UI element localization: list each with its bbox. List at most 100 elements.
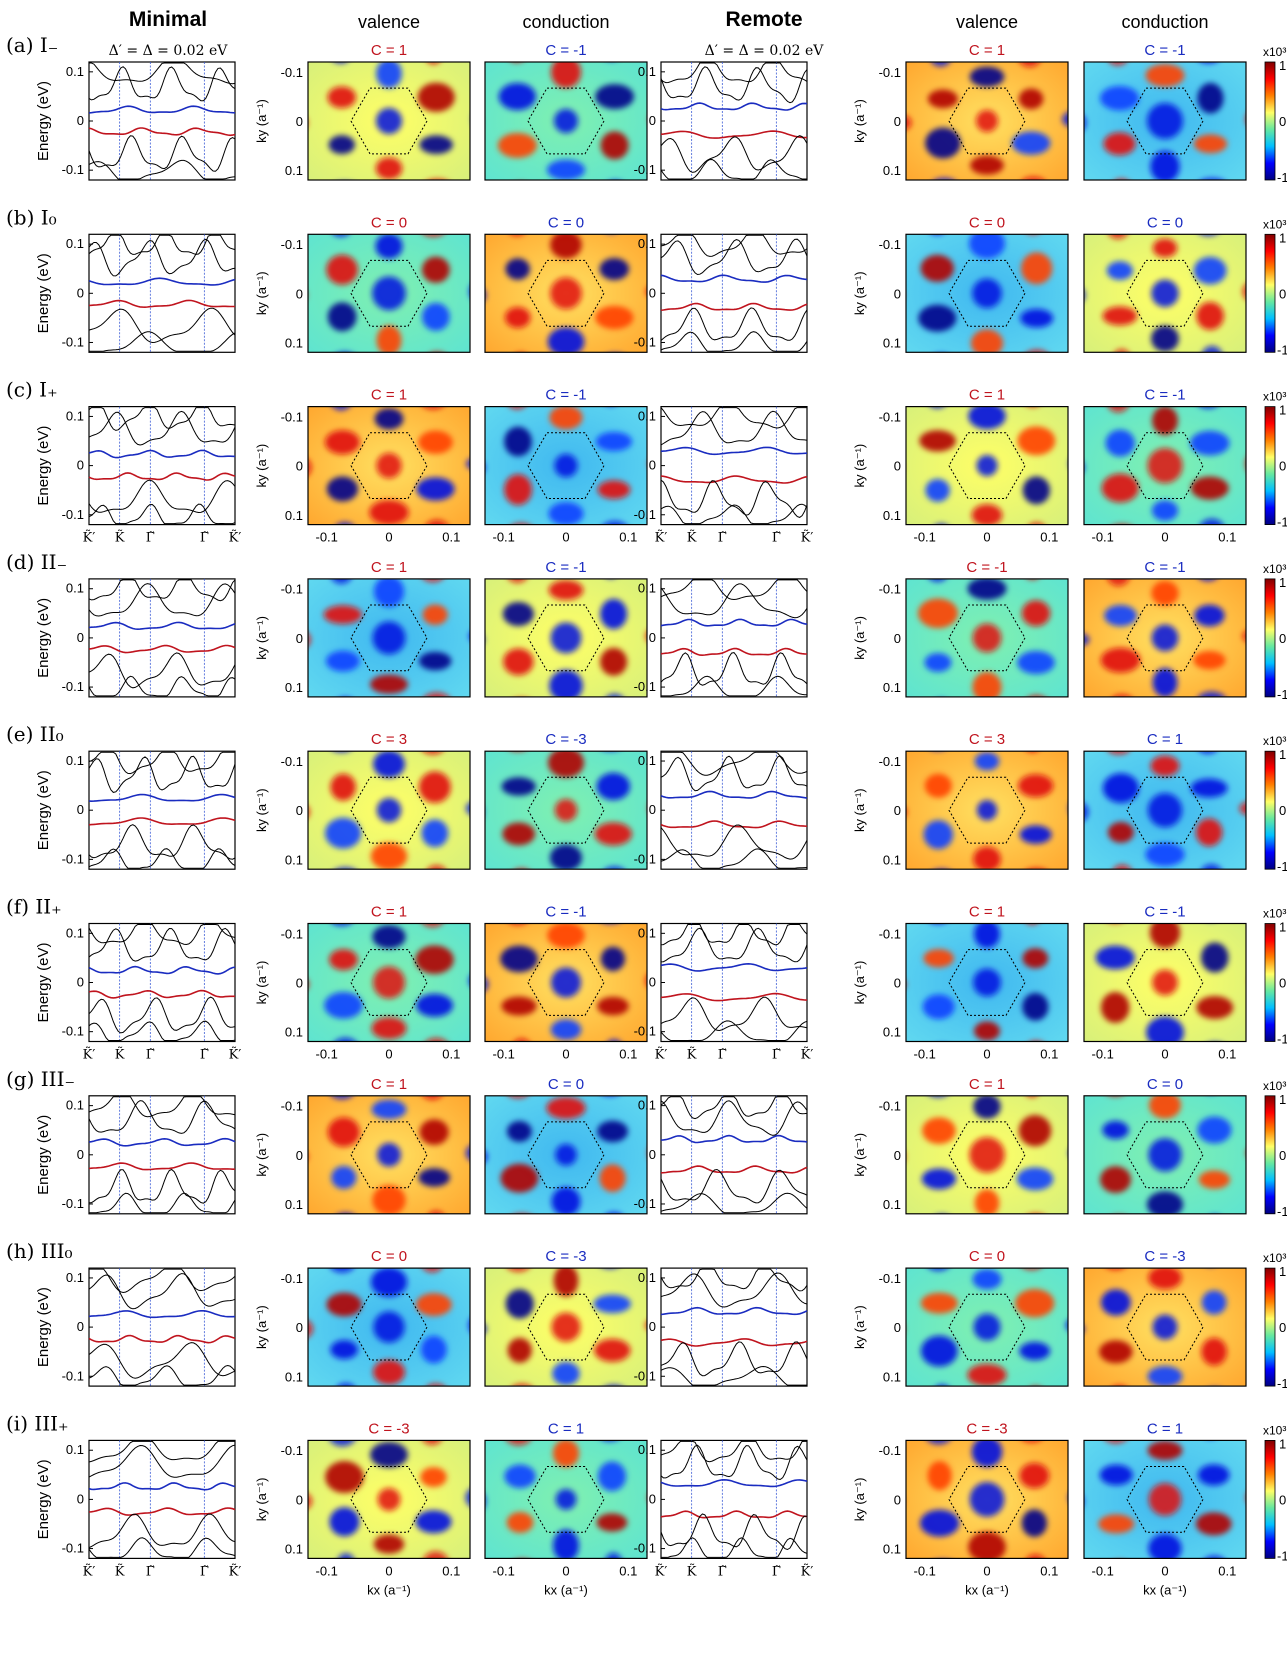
remote-band bbox=[88, 66, 236, 102]
curvature-lobe bbox=[327, 302, 357, 332]
curvature-lobe bbox=[308, 1320, 314, 1338]
conduction-band bbox=[660, 102, 808, 111]
curvature-lobe bbox=[1017, 650, 1055, 675]
curvature-lobe bbox=[1109, 62, 1126, 66]
kx-tick-label: 0.1 bbox=[619, 530, 637, 545]
row-d-energy-label: Energy (eV) bbox=[35, 598, 52, 678]
curvature-center bbox=[976, 800, 998, 821]
energy-tick-label: -0.1 bbox=[62, 507, 84, 522]
colorbar-exponent: x10³ bbox=[1263, 1423, 1286, 1437]
curvature-lobe bbox=[1200, 942, 1229, 973]
chern-number-label: C = 0 bbox=[371, 1248, 407, 1265]
ky-tick-label: -0.1 bbox=[281, 237, 303, 252]
row-g-minimal-conduction-heatmap: C = 0 bbox=[484, 1076, 648, 1215]
curvature-lobe bbox=[420, 1467, 447, 1487]
curvature-center bbox=[376, 797, 402, 823]
curvature-lobe bbox=[553, 1268, 579, 1297]
colorbar-exponent: x10³ bbox=[1263, 1079, 1286, 1093]
curvature-lobe bbox=[308, 1493, 313, 1509]
kx-tick-label: -0.1 bbox=[315, 530, 337, 545]
brillouin-zone-hexagon bbox=[527, 432, 605, 499]
curvature-lobe bbox=[427, 62, 440, 65]
curvature-lobe bbox=[921, 1168, 957, 1190]
remote-band bbox=[88, 583, 236, 617]
energy-tick-label: 0.1 bbox=[66, 64, 84, 79]
ky-tick-label: 0.1 bbox=[883, 508, 901, 523]
curvature-lobe bbox=[415, 1293, 452, 1316]
ky-tick-label: -0.1 bbox=[879, 754, 901, 769]
kpath-label: K̃ bbox=[115, 1046, 125, 1062]
chern-number-label: C = 1 bbox=[371, 42, 407, 59]
kx-tick-label: 0.1 bbox=[1040, 530, 1058, 545]
berry-curvature-blobs bbox=[906, 62, 1068, 180]
row-h-label: (h) III₀ bbox=[6, 1239, 73, 1263]
berry-curvature-blobs bbox=[308, 1440, 470, 1559]
row-i-remote-band-plot: 0.1 0 -0.1 K̃′ K̃ Γ̃ Γ̃ K̃′ bbox=[634, 1439, 813, 1579]
brillouin-zone-hexagon bbox=[350, 604, 428, 672]
energy-tick-label: 0 bbox=[649, 113, 656, 128]
kx-tick-label: 0.1 bbox=[1040, 1563, 1058, 1578]
ky-tick-label: 0 bbox=[296, 1320, 303, 1335]
remote-band bbox=[660, 407, 807, 429]
heatmap-frame bbox=[905, 1439, 1069, 1560]
curvature-center bbox=[972, 623, 1002, 653]
curvature-lobe bbox=[1200, 518, 1224, 525]
curvature-lobe bbox=[375, 157, 403, 180]
remote-band bbox=[660, 1192, 808, 1214]
curvature-lobe bbox=[596, 772, 631, 801]
colorbar-scale bbox=[1264, 406, 1276, 526]
berry-curvature-blobs bbox=[497, 62, 635, 180]
curvature-lobe bbox=[1196, 301, 1224, 330]
ky-axis-label: ky (a⁻¹) bbox=[254, 271, 269, 315]
energy-tick-label: 0 bbox=[77, 113, 84, 128]
curvature-lobe bbox=[597, 1120, 629, 1143]
kx-tick-label: -0.1 bbox=[492, 1563, 514, 1578]
curvature-lobe bbox=[370, 1441, 408, 1468]
conduction-band bbox=[88, 621, 236, 631]
curvature-center bbox=[1147, 793, 1183, 828]
heatmap-field bbox=[308, 923, 470, 1042]
curvature-lobe bbox=[1194, 604, 1225, 627]
row-c-minimal-conduction-heatmap: C = -1 -0.1 0 0.1 bbox=[484, 387, 648, 545]
ky-tick-label: -0.1 bbox=[879, 409, 901, 424]
curvature-lobe bbox=[1100, 647, 1141, 673]
kx-tick-label: -0.1 bbox=[1091, 1047, 1113, 1062]
curvature-center bbox=[973, 1313, 1001, 1341]
curvature-lobe bbox=[433, 351, 442, 353]
ky-tick-label: 0 bbox=[296, 803, 303, 818]
curvature-lobe bbox=[1150, 150, 1180, 180]
curvature-center bbox=[555, 1143, 577, 1166]
ky-tick-label: 0 bbox=[894, 803, 901, 818]
kx-tick-label: -0.1 bbox=[315, 1047, 337, 1062]
berry-curvature-blobs bbox=[485, 234, 647, 353]
ky-tick-label: 0.1 bbox=[285, 335, 303, 350]
heatmap-field bbox=[906, 1268, 1068, 1401]
curvature-lobe bbox=[929, 353, 954, 373]
chern-number-label: C = 0 bbox=[1147, 214, 1183, 231]
berry-curvature-blobs bbox=[485, 1095, 629, 1214]
colorbar-mid: 0 bbox=[1279, 114, 1286, 129]
heatmap-frame bbox=[307, 1095, 471, 1215]
curvature-lobe bbox=[1027, 1386, 1045, 1401]
curvature-lobe bbox=[497, 132, 537, 158]
chern-number-label: C = -1 bbox=[545, 559, 586, 576]
kpath-label: K̃ bbox=[687, 1563, 697, 1579]
heatmap-frame bbox=[905, 1095, 1069, 1215]
curvature-lobe bbox=[920, 254, 955, 282]
kpath-label: K̃′ bbox=[801, 529, 814, 545]
ky-tick-label: -0.1 bbox=[879, 65, 901, 80]
curvature-lobe bbox=[1032, 1213, 1040, 1214]
curvature-lobe bbox=[426, 1037, 447, 1042]
energy-tick-label: 0 bbox=[649, 630, 656, 645]
curvature-lobe bbox=[605, 1268, 615, 1269]
ky-axis-label: ky (a⁻¹) bbox=[852, 99, 867, 143]
colorbar-mid: 0 bbox=[1279, 1320, 1286, 1335]
curvature-lobe bbox=[931, 62, 950, 67]
curvature-lobe bbox=[415, 1510, 452, 1534]
colorbar-min: -1 bbox=[1277, 170, 1287, 185]
kx-tick-label: 0 bbox=[385, 1047, 392, 1062]
curvature-lobe bbox=[1107, 1268, 1124, 1270]
ky-axis-label: ky (a⁻¹) bbox=[254, 1305, 269, 1349]
berry-curvature-blobs bbox=[308, 1095, 470, 1214]
